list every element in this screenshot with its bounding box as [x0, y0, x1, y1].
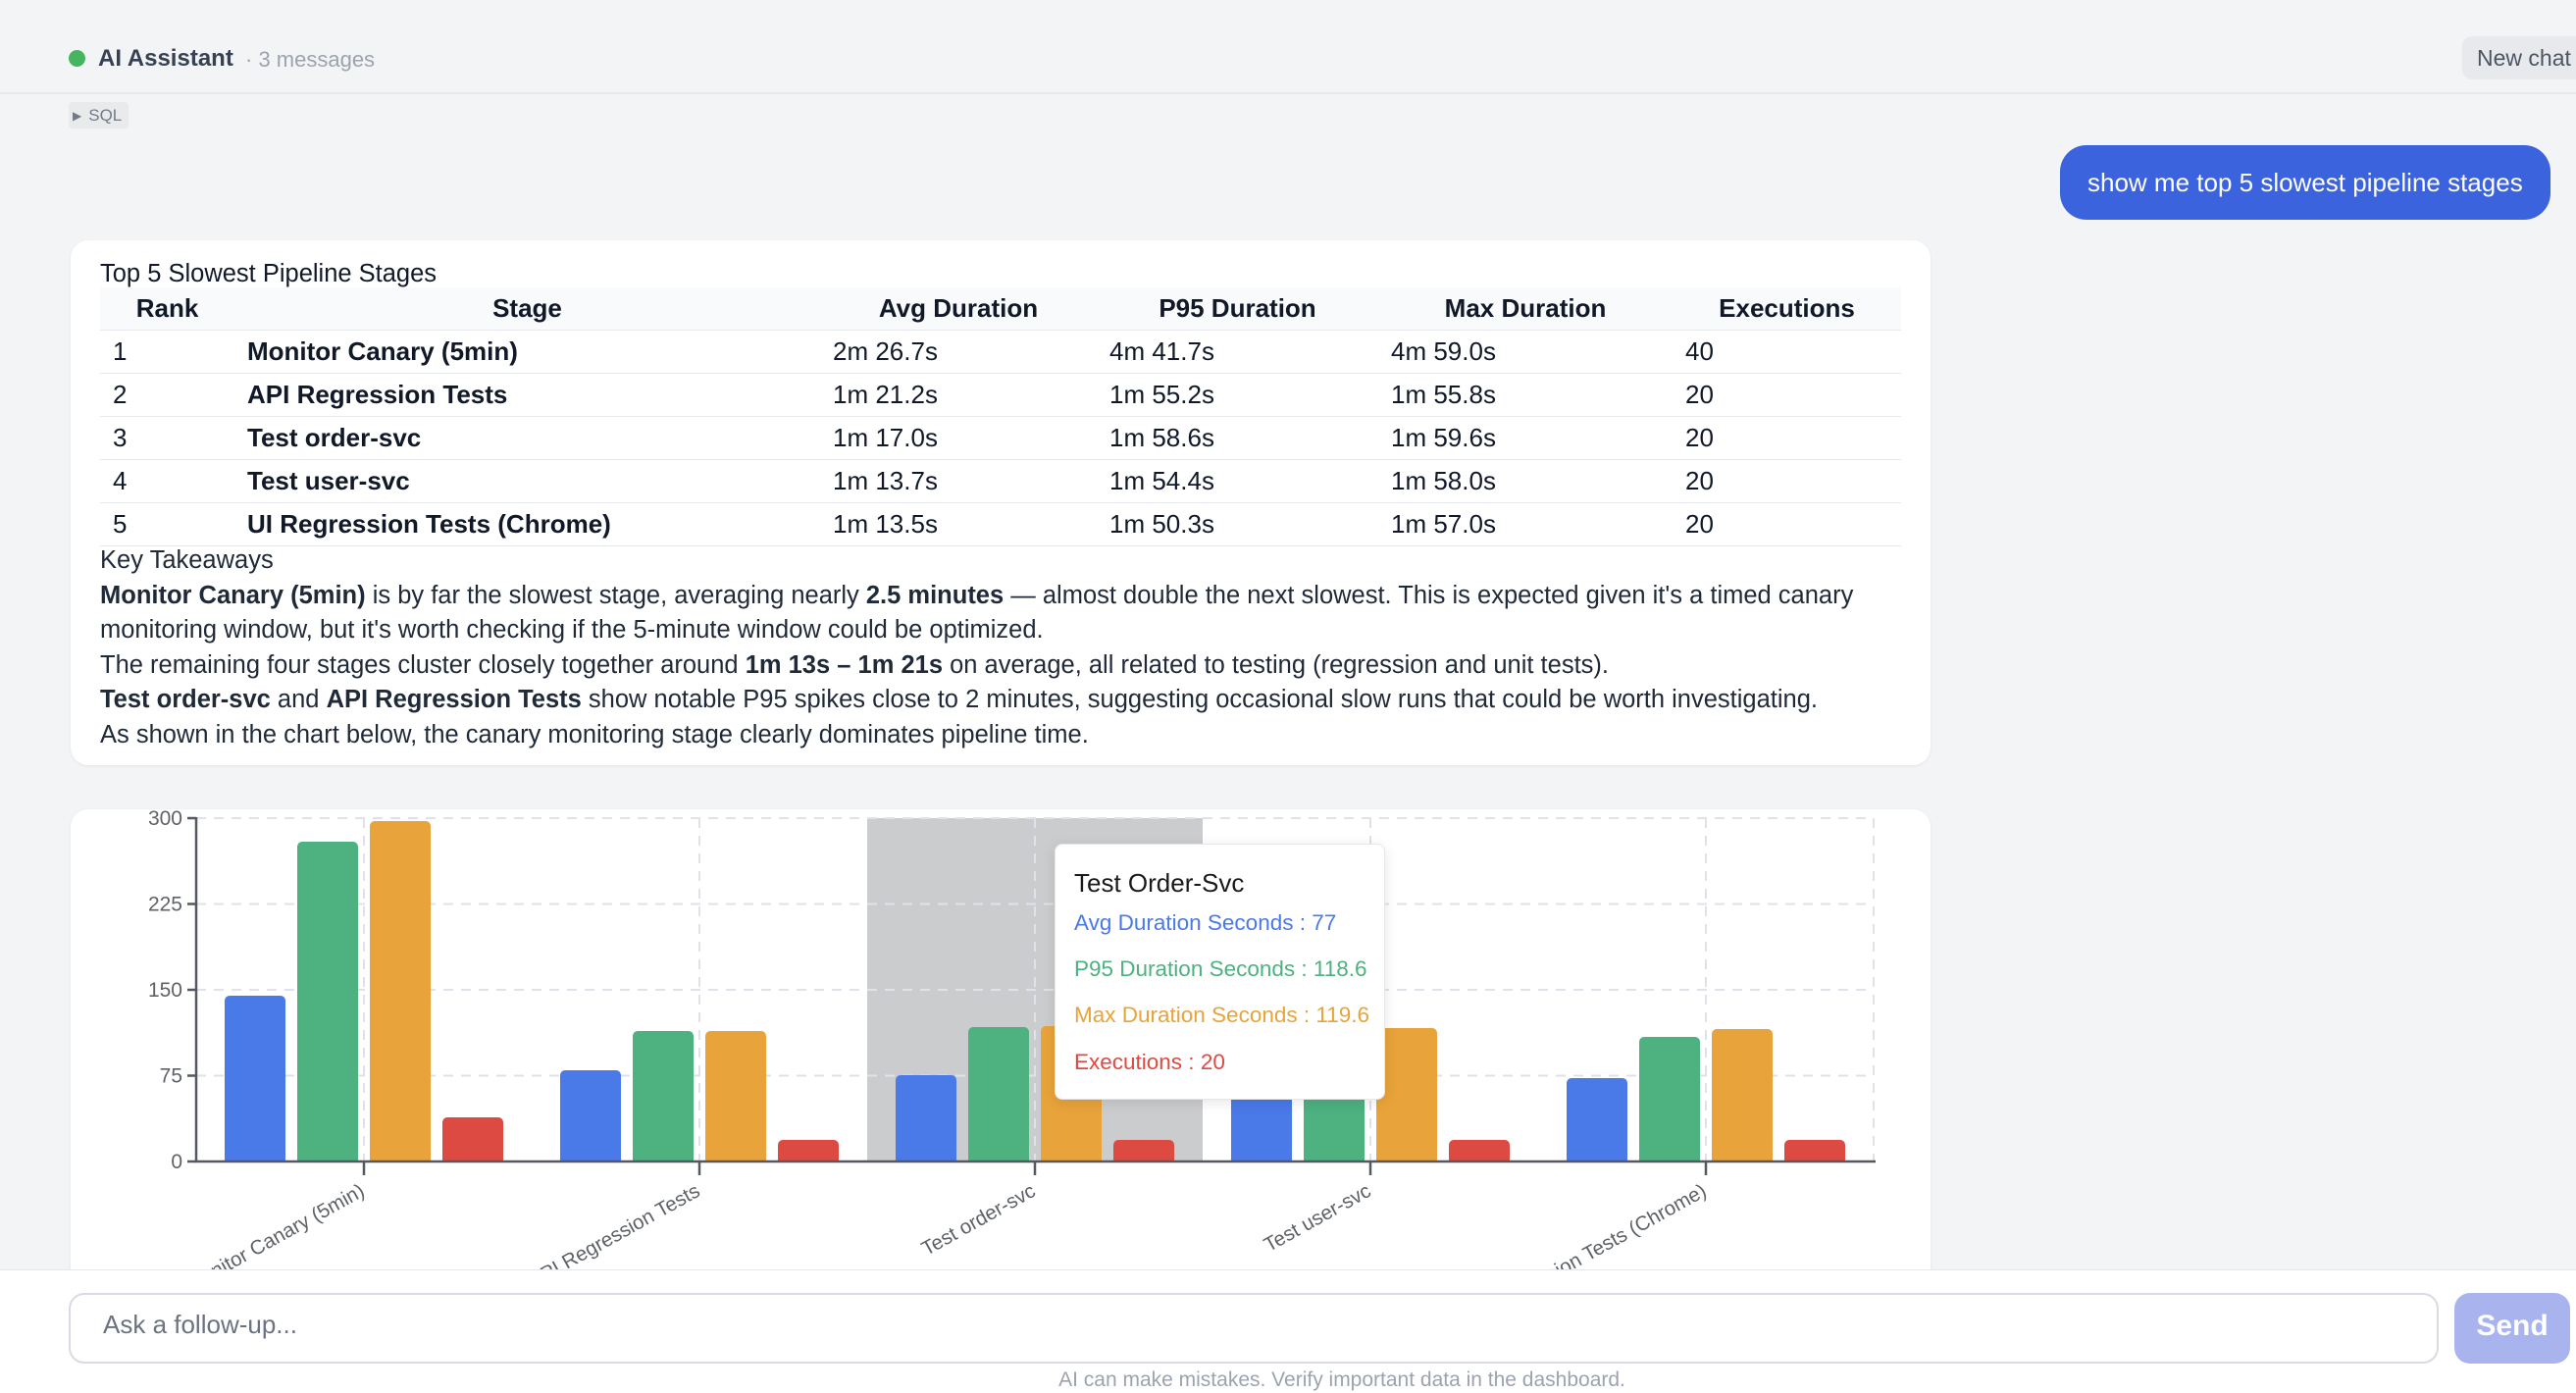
svg-text:75: 75 [160, 1065, 182, 1088]
svg-text:Test user-svc: Test user-svc [1261, 1179, 1375, 1257]
svg-text:225: 225 [148, 894, 182, 916]
svg-text:300: 300 [148, 807, 182, 830]
svg-text:0: 0 [171, 1151, 182, 1173]
svg-text:150: 150 [148, 979, 182, 1002]
svg-text:Test order-svc: Test order-svc [918, 1179, 1040, 1261]
